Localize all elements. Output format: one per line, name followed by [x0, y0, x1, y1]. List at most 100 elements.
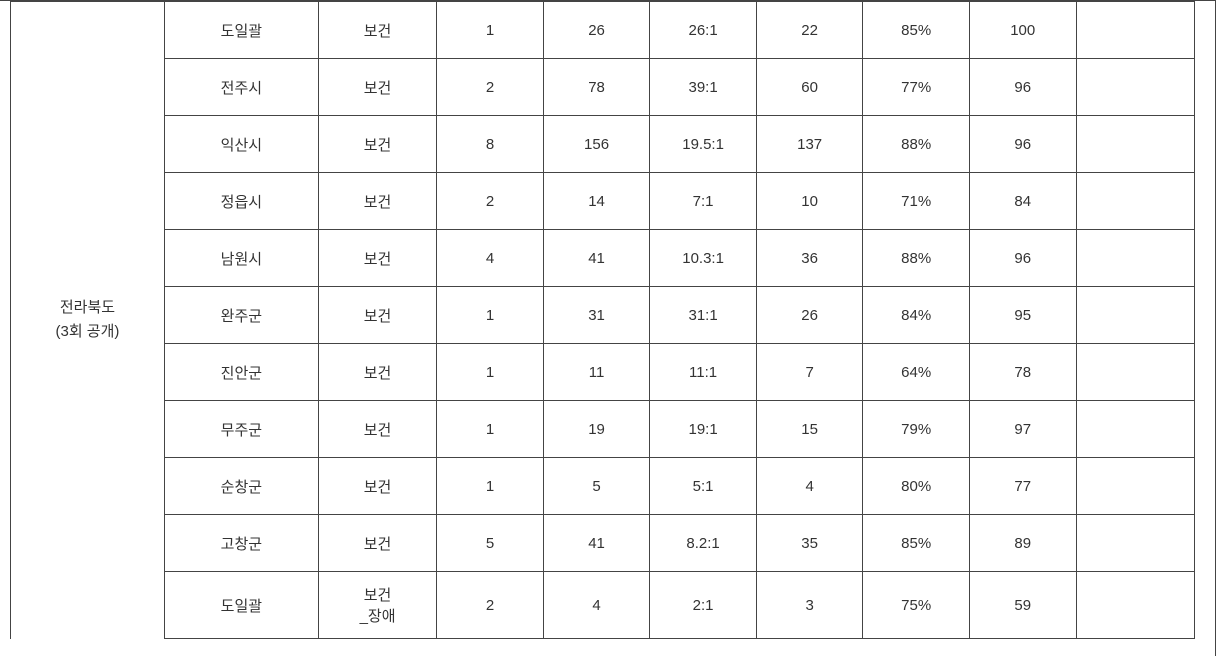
col5-cell: 7:1 [650, 173, 757, 230]
col8-cell: 96 [969, 230, 1076, 287]
col5-cell: 2:1 [650, 572, 757, 639]
col3-cell: 1 [437, 287, 544, 344]
col7-cell: 80% [863, 458, 970, 515]
col9-cell [1076, 344, 1194, 401]
col7-cell: 71% [863, 173, 970, 230]
district-cell: 도일괄 [164, 572, 318, 639]
col9-cell [1076, 401, 1194, 458]
col3-cell: 2 [437, 59, 544, 116]
col6-cell: 36 [756, 230, 863, 287]
col7-cell: 77% [863, 59, 970, 116]
col3-cell: 4 [437, 230, 544, 287]
district-cell: 완주군 [164, 287, 318, 344]
col4-cell: 41 [543, 230, 650, 287]
col3-cell: 1 [437, 401, 544, 458]
col7-cell: 64% [863, 344, 970, 401]
col4-cell: 19 [543, 401, 650, 458]
category-cell: 보건 [318, 287, 436, 344]
col8-cell: 96 [969, 116, 1076, 173]
col6-cell: 7 [756, 344, 863, 401]
category-cell: 보건 [318, 173, 436, 230]
table-row: 진안군보건11111:1764%78 [11, 344, 1195, 401]
col8-cell: 59 [969, 572, 1076, 639]
col6-cell: 137 [756, 116, 863, 173]
col8-cell: 95 [969, 287, 1076, 344]
col5-cell: 11:1 [650, 344, 757, 401]
col7-cell: 84% [863, 287, 970, 344]
col4-cell: 4 [543, 572, 650, 639]
page-container: 전라북도(3회 공개)도일괄보건12626:12285%100전주시보건2783… [0, 0, 1216, 656]
district-cell: 남원시 [164, 230, 318, 287]
col6-cell: 22 [756, 2, 863, 59]
col5-cell: 8.2:1 [650, 515, 757, 572]
col3-cell: 5 [437, 515, 544, 572]
col5-cell: 19:1 [650, 401, 757, 458]
category-cell: 보건 [318, 116, 436, 173]
col5-cell: 26:1 [650, 2, 757, 59]
table-row: 전주시보건27839:16077%96 [11, 59, 1195, 116]
col4-cell: 14 [543, 173, 650, 230]
col8-cell: 78 [969, 344, 1076, 401]
col3-cell: 2 [437, 572, 544, 639]
col4-cell: 156 [543, 116, 650, 173]
col6-cell: 15 [756, 401, 863, 458]
col9-cell [1076, 515, 1194, 572]
col8-cell: 89 [969, 515, 1076, 572]
col6-cell: 4 [756, 458, 863, 515]
category-cell: 보건 [318, 59, 436, 116]
district-cell: 익산시 [164, 116, 318, 173]
col8-cell: 77 [969, 458, 1076, 515]
col4-cell: 26 [543, 2, 650, 59]
col6-cell: 35 [756, 515, 863, 572]
col3-cell: 1 [437, 2, 544, 59]
region-label-line1: 전라북도 [15, 296, 160, 320]
col4-cell: 78 [543, 59, 650, 116]
col4-cell: 11 [543, 344, 650, 401]
table-row: 무주군보건11919:11579%97 [11, 401, 1195, 458]
region-label-line2: (3회 공개) [15, 320, 160, 344]
category-cell: 보건 [318, 401, 436, 458]
col4-cell: 31 [543, 287, 650, 344]
region-cell: 전라북도(3회 공개) [11, 2, 165, 639]
district-cell: 고창군 [164, 515, 318, 572]
district-cell: 정읍시 [164, 173, 318, 230]
col6-cell: 60 [756, 59, 863, 116]
col7-cell: 85% [863, 515, 970, 572]
col5-cell: 5:1 [650, 458, 757, 515]
data-table: 전라북도(3회 공개)도일괄보건12626:12285%100전주시보건2783… [10, 1, 1195, 639]
table-row: 도일괄보건_장애242:1375%59 [11, 572, 1195, 639]
col8-cell: 97 [969, 401, 1076, 458]
table-row: 고창군보건5418.2:13585%89 [11, 515, 1195, 572]
col7-cell: 79% [863, 401, 970, 458]
col6-cell: 26 [756, 287, 863, 344]
col4-cell: 5 [543, 458, 650, 515]
category-cell: 보건_장애 [318, 572, 436, 639]
col7-cell: 88% [863, 116, 970, 173]
col8-cell: 96 [969, 59, 1076, 116]
col8-cell: 84 [969, 173, 1076, 230]
col9-cell [1076, 458, 1194, 515]
col9-cell [1076, 116, 1194, 173]
col9-cell [1076, 59, 1194, 116]
category-cell: 보건 [318, 230, 436, 287]
table-row: 완주군보건13131:12684%95 [11, 287, 1195, 344]
col6-cell: 3 [756, 572, 863, 639]
table-row: 익산시보건815619.5:113788%96 [11, 116, 1195, 173]
category-cell: 보건 [318, 2, 436, 59]
col6-cell: 10 [756, 173, 863, 230]
col5-cell: 19.5:1 [650, 116, 757, 173]
district-cell: 전주시 [164, 59, 318, 116]
category-cell: 보건 [318, 458, 436, 515]
district-cell: 무주군 [164, 401, 318, 458]
table-row: 남원시보건44110.3:13688%96 [11, 230, 1195, 287]
col9-cell [1076, 173, 1194, 230]
col3-cell: 1 [437, 344, 544, 401]
col7-cell: 88% [863, 230, 970, 287]
col9-cell [1076, 287, 1194, 344]
col5-cell: 39:1 [650, 59, 757, 116]
col7-cell: 75% [863, 572, 970, 639]
table-row: 순창군보건155:1480%77 [11, 458, 1195, 515]
col5-cell: 31:1 [650, 287, 757, 344]
col9-cell [1076, 230, 1194, 287]
col5-cell: 10.3:1 [650, 230, 757, 287]
